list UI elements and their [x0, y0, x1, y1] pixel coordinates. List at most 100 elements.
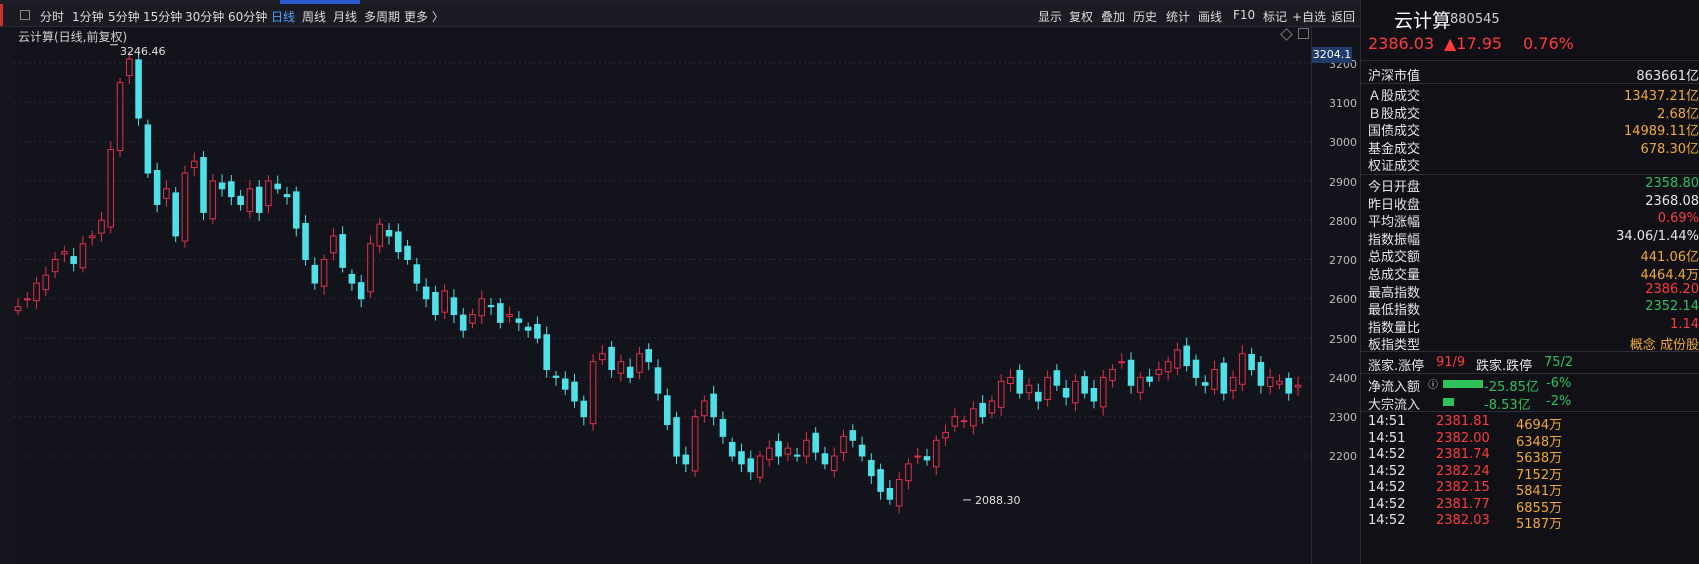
candle[interactable]	[923, 448, 931, 466]
candle[interactable]	[126, 51, 133, 85]
info-icon[interactable]: ⓘ	[1428, 380, 1438, 391]
candle[interactable]	[209, 174, 217, 224]
back-button[interactable]: 返回	[1331, 10, 1356, 24]
candle[interactable]	[311, 257, 319, 290]
candle[interactable]	[775, 433, 782, 465]
candle[interactable]	[830, 447, 838, 478]
candle[interactable]	[1109, 364, 1116, 388]
display-button[interactable]: 显示	[1038, 10, 1063, 24]
candle[interactable]	[1276, 374, 1283, 390]
candle[interactable]	[1164, 356, 1172, 381]
candle[interactable]	[478, 290, 486, 324]
candle[interactable]	[803, 431, 810, 465]
candle[interactable]	[1220, 357, 1228, 401]
candle[interactable]	[1174, 342, 1181, 375]
candle[interactable]	[932, 435, 940, 476]
candle[interactable]	[413, 257, 421, 292]
candle[interactable]	[728, 437, 736, 462]
candle[interactable]	[868, 453, 875, 484]
candle[interactable]	[181, 165, 189, 248]
candle[interactable]	[849, 424, 857, 448]
tab-60min[interactable]: 60分钟	[228, 10, 268, 24]
candle[interactable]	[1035, 383, 1042, 410]
add-watchlist-button[interactable]: +自选	[1292, 10, 1327, 24]
candle[interactable]	[218, 174, 226, 197]
candle[interactable]	[441, 284, 448, 319]
candle[interactable]	[645, 343, 653, 371]
candle[interactable]	[163, 180, 170, 207]
candle[interactable]	[23, 291, 31, 308]
tab-monthly[interactable]: 月线	[333, 10, 358, 24]
f10-button[interactable]: F10	[1233, 8, 1256, 22]
candle[interactable]	[320, 254, 328, 295]
candle[interactable]	[153, 162, 161, 213]
candle[interactable]	[1201, 375, 1209, 394]
candle[interactable]	[1266, 368, 1274, 395]
candle[interactable]	[589, 354, 597, 432]
tab-fenshi[interactable]: 分时	[40, 10, 65, 24]
candle[interactable]	[469, 308, 476, 329]
candle[interactable]	[1099, 369, 1107, 416]
candle[interactable]	[979, 394, 986, 424]
window-menu-icon[interactable]	[20, 10, 30, 20]
candle[interactable]	[710, 385, 717, 426]
candle[interactable]	[682, 446, 690, 473]
candle[interactable]	[970, 401, 977, 435]
mark-button[interactable]: 标记	[1263, 10, 1288, 24]
kline-chart-area[interactable]	[14, 27, 1310, 564]
candle[interactable]	[821, 446, 829, 470]
candle[interactable]	[784, 442, 792, 462]
candle[interactable]	[404, 240, 411, 265]
candle[interactable]	[506, 306, 513, 324]
candle[interactable]	[534, 316, 541, 344]
candle[interactable]	[1294, 376, 1302, 396]
candle[interactable]	[200, 151, 207, 221]
tab-multi-period[interactable]: 多周期	[364, 10, 401, 24]
candle[interactable]	[1285, 372, 1293, 401]
candle[interactable]	[1137, 372, 1144, 401]
candle[interactable]	[673, 411, 680, 465]
candle[interactable]	[1248, 347, 1255, 376]
candle[interactable]	[515, 311, 523, 332]
candle[interactable]	[1025, 378, 1033, 401]
candle[interactable]	[895, 471, 903, 514]
candle[interactable]	[543, 326, 550, 378]
candle[interactable]	[1062, 379, 1070, 406]
candle[interactable]	[756, 450, 764, 484]
candle[interactable]	[1155, 361, 1163, 382]
candle[interactable]	[654, 359, 662, 401]
candle[interactable]	[79, 236, 87, 273]
candle[interactable]	[988, 395, 996, 419]
candle[interactable]	[487, 297, 495, 316]
tab-daily[interactable]: 日线	[271, 10, 296, 24]
statistics-button[interactable]: 统计	[1166, 10, 1191, 24]
candle[interactable]	[116, 77, 124, 158]
candle[interactable]	[636, 347, 643, 380]
candle[interactable]	[357, 274, 365, 308]
candle[interactable]	[1081, 370, 1088, 399]
candle[interactable]	[905, 458, 912, 490]
candle[interactable]	[663, 388, 671, 430]
candle[interactable]	[766, 440, 773, 467]
candle[interactable]	[190, 152, 198, 177]
candle[interactable]	[1146, 368, 1153, 387]
candle[interactable]	[459, 307, 467, 338]
candle[interactable]	[302, 215, 309, 266]
kline-chart[interactable]	[0, 27, 1311, 564]
candle[interactable]	[738, 443, 745, 473]
candle[interactable]	[98, 211, 105, 242]
candle[interactable]	[237, 189, 244, 211]
tab-15min[interactable]: 15分钟	[143, 10, 183, 24]
candle[interactable]	[107, 141, 115, 234]
candle[interactable]	[450, 289, 458, 324]
candle[interactable]	[42, 266, 50, 297]
candle[interactable]	[395, 223, 402, 260]
candle[interactable]	[793, 447, 801, 462]
candle[interactable]	[960, 415, 968, 428]
candle[interactable]	[1044, 370, 1051, 407]
candle[interactable]	[61, 245, 68, 263]
candle[interactable]	[1016, 364, 1024, 399]
restore-icon[interactable]	[1298, 28, 1309, 39]
candle[interactable]	[561, 371, 569, 396]
candle[interactable]	[951, 408, 959, 432]
